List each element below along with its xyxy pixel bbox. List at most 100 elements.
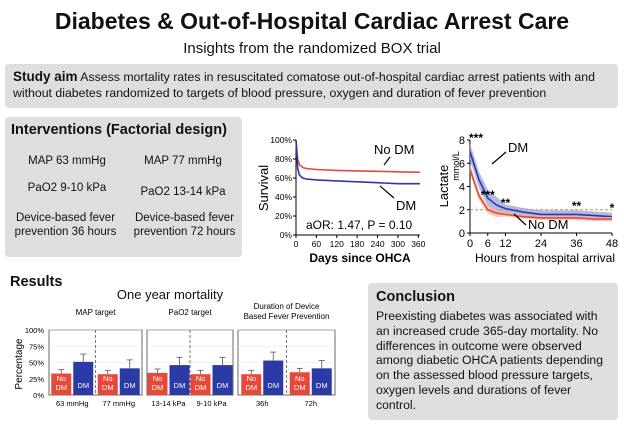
mortality-bar-label: No (103, 374, 113, 383)
mortality-panel-title: Duration of Device (254, 302, 320, 311)
lactate-arrow-dm (491, 151, 507, 165)
lactate-legend-dm: DM (508, 140, 528, 155)
mortality-bar-label: DM (195, 383, 207, 392)
mortality-bar-label: DM (316, 381, 328, 390)
mortality-bar-label: No (196, 374, 206, 383)
lactate-y-tick-label: 0 (459, 228, 465, 240)
lactate-series-no-dm (469, 168, 612, 220)
survival-chart: 0% 20% 40% 60% 80% 100% 0 60 120 180 240 300 360 No D… (256, 135, 426, 265)
lactate-significance-marker: ** (572, 199, 582, 213)
mortality-bar-label: DM (245, 383, 257, 392)
intervention-map-63: MAP 63 mmHg (28, 155, 106, 167)
mortality-chart-title: One year mortality (116, 287, 224, 302)
lactate-y-label: Lactate (440, 165, 451, 208)
mortality-bar-label: DM (152, 383, 164, 392)
lactate-x-label: Hours from hospital arrival (475, 251, 615, 265)
lactate-x-tick-label: 48 (606, 238, 618, 250)
interventions-title: Interventions (Factorial design) (11, 122, 227, 138)
lactate-y-tick-label: 8 (459, 135, 465, 147)
mortality-group-label: 72h (304, 399, 317, 408)
mortality-bar-no-dm (241, 374, 262, 395)
lactate-y-tick-label: 6 (459, 158, 465, 170)
mortality-bar-label: No (246, 374, 256, 383)
conclusion-box: Conclusion Preexisting diabetes was asso… (368, 283, 618, 420)
lactate-x-tick-label: 6 (485, 238, 491, 250)
mortality-bar-no-dm (51, 373, 72, 395)
lactate-legend-no-dm: No DM (528, 217, 568, 232)
lactate-x-tick-label: 0 (467, 238, 473, 250)
intervention-pao2-high: PaO2 13-14 kPa (140, 186, 226, 198)
survival-y-tick-label: 60% (275, 173, 292, 183)
mortality-group-label: 77 mmHg (102, 399, 135, 408)
mortality-bar-dm (169, 365, 190, 395)
survival-x-tick-label: 360 (411, 239, 425, 249)
lactate-arrow-no-dm (513, 213, 527, 226)
survival-x-label: Days since OHCA (309, 251, 411, 265)
mortality-bar-label: DM (174, 381, 186, 390)
mortality-y-tick-label: 100% (25, 326, 45, 335)
survival-y-tick-label: 100% (270, 135, 292, 145)
survival-x-tick-label: 180 (350, 239, 364, 249)
mortality-group-label: 63 mmHg (56, 399, 89, 408)
survival-y-tick-label: 20% (275, 211, 292, 221)
mortality-bar-dm (263, 360, 284, 395)
mortality-y-tick-label: 25% (29, 375, 44, 384)
survival-x-tick-label: 60 (312, 239, 322, 249)
lactate-series-dm (469, 151, 613, 218)
survival-arrow-dm (379, 185, 395, 199)
survival-x-tick-label: 300 (391, 239, 405, 249)
mortality-y-tick-label: 75% (29, 342, 44, 351)
mortality-bar-no-dm (289, 372, 310, 395)
mortality-bar-no-dm (147, 372, 168, 395)
survival-y-tick-label: 40% (275, 192, 292, 202)
mortality-bar-label: DM (55, 383, 67, 392)
survival-arrow-no-dm (383, 156, 391, 166)
results-title: Results (10, 274, 63, 290)
intervention-fever-72: Device-based fever prevention 72 hours (133, 212, 236, 238)
study-aim-box: Study aim Assess mortality rates in resu… (5, 64, 618, 108)
lactate-y-tick-label: 4 (459, 182, 465, 194)
mortality-group-label: 9-10 kPa (196, 399, 227, 408)
interventions-box: Interventions (Factorial design) MAP 63 … (5, 117, 242, 257)
survival-series-no-dm (295, 139, 421, 174)
lactate-significance-marker: ** (501, 196, 511, 210)
page-subtitle: Insights from the randomized BOX trial (183, 40, 441, 57)
survival-series-dm (295, 139, 420, 185)
mortality-bar-dm (73, 361, 94, 395)
lactate-y-unit: mmol/L (451, 151, 461, 181)
lactate-x-tick-label: 36 (570, 238, 582, 250)
lactate-ci-band-dm (470, 143, 612, 221)
mortality-panel-title: Based Fever Prevention (244, 312, 330, 321)
mortality-bar-chart: Percentage 0% 25% 50% 75% 100% MAP target 63 mm… (14, 302, 336, 408)
survival-legend-dm: DM (396, 198, 416, 213)
survival-annotation: aOR: 1.47, P = 0.10 (306, 218, 413, 232)
mortality-bar-dm (119, 368, 140, 395)
lactate-significance-marker: *** (469, 131, 483, 145)
lactate-x-tick-label: 12 (499, 238, 511, 250)
mortality-group-label: 36h (256, 399, 269, 408)
mortality-panel-title: MAP target (76, 308, 117, 317)
mortality-bar-label: DM (267, 381, 279, 390)
lactate-y-tick-label: 2 (459, 205, 465, 217)
survival-x-tick-label: 240 (370, 239, 384, 249)
mortality-bar-label: DM (102, 383, 114, 392)
mortality-bar-no-dm (190, 374, 211, 395)
mortality-group-label: 13-14 kPa (151, 399, 186, 408)
mortality-y-tick-label: 0% (33, 391, 44, 400)
mortality-bar-label: No (153, 374, 163, 383)
mortality-bar-label: DM (217, 381, 229, 390)
conclusion-title: Conclusion (376, 289, 455, 305)
page-title: Diabetes & Out-of-Hospital Cardiac Arres… (54, 8, 570, 34)
study-aim-text: Assess mortality rates in resuscitated c… (13, 70, 595, 100)
study-aim-label: Study aim (13, 69, 78, 84)
mortality-panel-title: PaO2 target (168, 308, 212, 317)
mortality-bar-no-dm (97, 374, 118, 395)
mortality-bar-label: No (295, 374, 305, 383)
mortality-bar-label: DM (294, 383, 306, 392)
lactate-significance-marker: * (610, 201, 615, 215)
intervention-fever-36: Device-based fever prevention 36 hours (14, 212, 117, 238)
lactate-x-tick-label: 24 (535, 238, 547, 250)
conclusion-text: Preexisting diabetes was associated with… (376, 309, 603, 412)
survival-y-label: Survival (256, 165, 271, 211)
